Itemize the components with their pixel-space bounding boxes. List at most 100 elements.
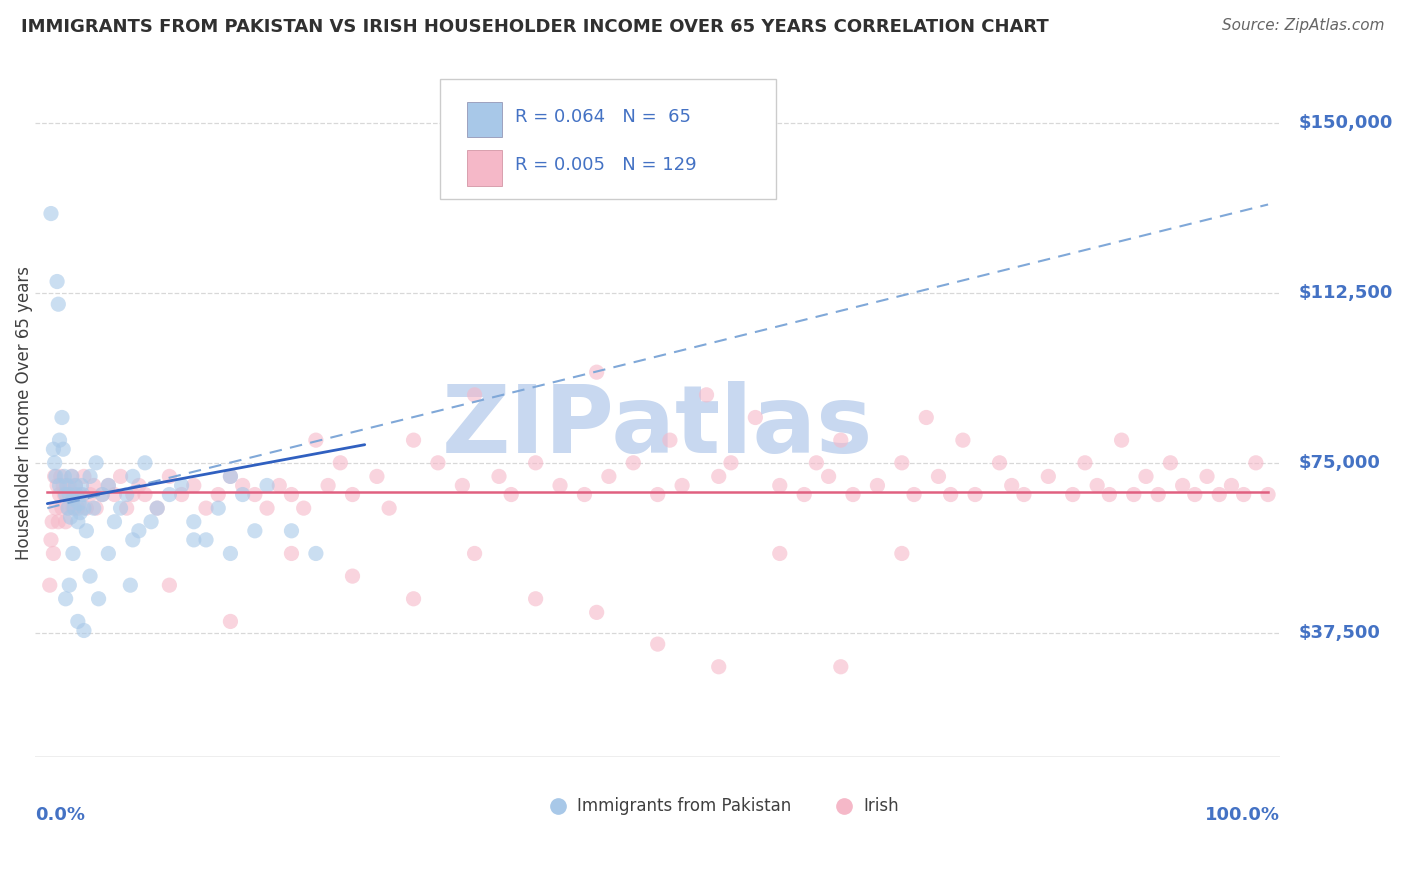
Point xyxy=(121,469,143,483)
Point xyxy=(1074,456,1097,470)
Point xyxy=(42,442,65,457)
Point xyxy=(1244,456,1267,470)
Point xyxy=(378,501,401,516)
Point xyxy=(146,501,169,516)
Text: 100.0%: 100.0% xyxy=(1205,805,1281,823)
Point xyxy=(183,515,205,529)
Point xyxy=(44,469,66,483)
Point xyxy=(72,487,94,501)
Point xyxy=(97,478,120,492)
Point xyxy=(707,659,730,673)
Point xyxy=(55,591,77,606)
Point xyxy=(120,578,142,592)
Point xyxy=(1111,433,1133,447)
Point xyxy=(60,469,83,483)
Text: Source: ZipAtlas.com: Source: ZipAtlas.com xyxy=(1222,18,1385,33)
Point xyxy=(1038,469,1060,483)
Point xyxy=(1184,487,1206,501)
Point xyxy=(927,469,949,483)
Text: IMMIGRANTS FROM PAKISTAN VS IRISH HOUSEHOLDER INCOME OVER 65 YEARS CORRELATION C: IMMIGRANTS FROM PAKISTAN VS IRISH HOUSEH… xyxy=(21,18,1049,36)
Point xyxy=(65,478,87,492)
Point xyxy=(73,501,96,516)
Point xyxy=(48,487,70,501)
Point xyxy=(329,456,352,470)
Point xyxy=(219,469,242,483)
Point xyxy=(170,478,193,492)
Point xyxy=(769,546,792,560)
Text: R = 0.005   N = 129: R = 0.005 N = 129 xyxy=(515,156,696,174)
Point xyxy=(42,546,65,560)
Point xyxy=(59,487,82,501)
Text: $150,000: $150,000 xyxy=(1299,114,1393,132)
Point xyxy=(292,501,315,516)
Point xyxy=(48,433,70,447)
Point xyxy=(46,275,69,289)
Point xyxy=(585,606,607,620)
Point xyxy=(83,501,105,516)
Point xyxy=(51,501,73,516)
Point xyxy=(524,591,547,606)
Point xyxy=(58,487,80,501)
Text: $37,500: $37,500 xyxy=(1299,624,1381,641)
Point xyxy=(63,487,86,501)
Point xyxy=(1001,478,1024,492)
Point xyxy=(342,487,364,501)
Point xyxy=(41,515,63,529)
Point xyxy=(548,478,571,492)
Point xyxy=(647,487,669,501)
Point xyxy=(1195,469,1218,483)
Point xyxy=(121,533,143,547)
Point xyxy=(952,433,974,447)
Point xyxy=(243,524,266,538)
Point xyxy=(75,524,97,538)
Point xyxy=(696,388,718,402)
Point xyxy=(574,487,596,501)
Point xyxy=(62,501,84,516)
Point xyxy=(128,524,150,538)
Point xyxy=(280,524,302,538)
Point xyxy=(83,478,105,492)
Point xyxy=(66,515,89,529)
Point xyxy=(115,487,138,501)
Text: $75,000: $75,000 xyxy=(1299,454,1381,472)
Point xyxy=(1257,487,1279,501)
Point xyxy=(139,515,162,529)
Point xyxy=(195,533,218,547)
Point xyxy=(56,501,79,516)
Point xyxy=(402,433,425,447)
FancyBboxPatch shape xyxy=(467,151,502,186)
Point xyxy=(524,456,547,470)
Point xyxy=(402,591,425,606)
Point xyxy=(1085,478,1108,492)
Point xyxy=(305,433,328,447)
Text: $112,500: $112,500 xyxy=(1299,284,1393,301)
Point xyxy=(91,487,114,501)
Point xyxy=(219,615,242,629)
Point xyxy=(79,469,101,483)
Point xyxy=(232,478,254,492)
Point xyxy=(183,533,205,547)
Point xyxy=(69,506,91,520)
Point xyxy=(621,456,644,470)
Point xyxy=(207,501,229,516)
Point xyxy=(342,569,364,583)
Point xyxy=(316,478,339,492)
Point xyxy=(53,487,76,501)
Point xyxy=(1208,487,1230,501)
Point xyxy=(426,456,449,470)
Point xyxy=(1098,487,1121,501)
Text: Irish: Irish xyxy=(863,797,898,814)
Point xyxy=(830,659,852,673)
Point xyxy=(793,487,815,501)
Point xyxy=(49,469,72,483)
Point xyxy=(1220,478,1243,492)
Point xyxy=(84,501,107,516)
Point xyxy=(219,469,242,483)
Point xyxy=(55,487,77,501)
Point xyxy=(103,487,125,501)
Point xyxy=(1147,487,1170,501)
Point xyxy=(195,501,218,516)
Point xyxy=(65,478,87,492)
Point xyxy=(280,487,302,501)
Point xyxy=(157,469,180,483)
